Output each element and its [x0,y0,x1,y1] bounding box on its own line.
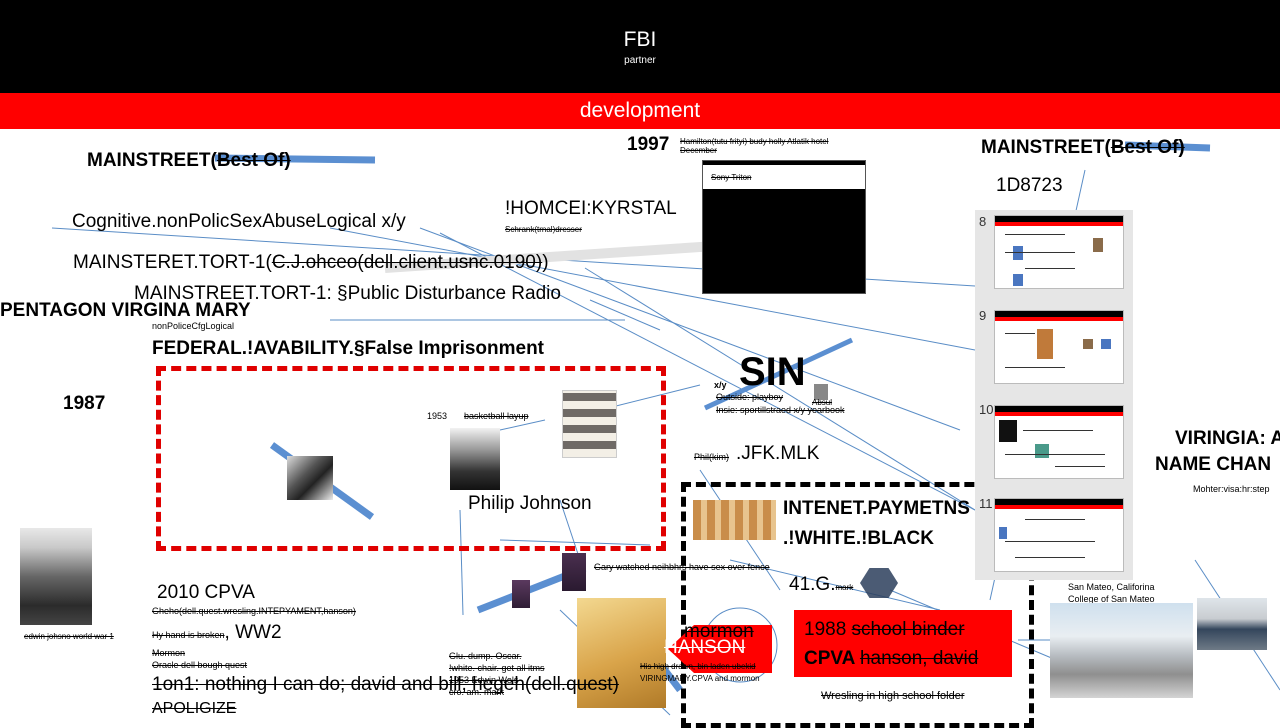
slide-number-9: 9 [979,308,987,323]
mormon-big-text: mormon [684,621,754,642]
development-label: development [579,99,701,122]
slide-number-8: 8 [979,214,987,229]
oracle-note: Oracle dell bough quest [152,660,248,670]
red-dashed-box [156,366,666,551]
header-title: FBI [623,28,657,51]
name-change-text: NAME CHAN [1155,454,1272,475]
schrank-note: Schrank(trnal)dresser [505,225,582,234]
g41-mark: mark [835,583,854,592]
mainstreet-right-heading: MAINSTREET(Best Of) [981,137,1185,159]
one-on-one-text: 1on1: nothing I can do; david and bill, … [152,674,619,695]
mainstreet-right-text: MAINSTREET( [981,137,1111,158]
slide-number-10: 10 [979,402,994,417]
cpva-label: CPVA [804,648,860,669]
hanson-text: HANSON [664,637,746,658]
tort1-a-label: MAINSTERET.TORT-1( [73,252,272,273]
hanson-david-strike: hanson, david [859,648,979,669]
year-1997: 1997 [627,134,670,155]
basketball-note: basketball layup [464,411,529,421]
mainstreet-left-strike: Best Of) [216,150,291,171]
homcei-text: !HOMCEI:KYRSTAL [505,198,677,219]
car-photo [1197,598,1267,650]
pentagon-text: PENTAGON VIRGINA MARY [0,300,251,321]
video-title-bar: Sony Triton [703,165,865,189]
apoligize-text: APOLIGIZE [152,700,237,717]
guitarist-photo [562,553,586,591]
slide-thumbnail-10[interactable] [994,405,1124,479]
code-1d8723: 1D8723 [996,175,1063,196]
edwin-caption: edwin johsno world war 1 [24,632,114,641]
tort1-b-text: MAINSTREET.TORT-1: §Public Disturbance R… [134,283,561,304]
header-subtitle: partner [624,55,656,66]
white-chair-note: !white. chair. get all itms [449,663,545,673]
sin-text: SIN [739,350,806,394]
slide-thumbnail-9[interactable] [994,310,1124,384]
wresling-note: Wresling in high school folder [821,690,965,702]
gheho-note: Gheho(dell.quest.wresling.INTEPYAMENT,ha… [152,606,356,616]
slide-number-11: 11 [979,496,993,511]
sony-triton-label: Sony Triton [711,173,752,182]
mohter-note: Mohter:visa:hr:step [1193,484,1270,494]
absul-photo [814,384,828,400]
intenet-payments-text: INTENET.PAYMETNS [783,498,970,519]
mainstreet-right-strike: Best Of) [1110,137,1185,158]
college-photo [1050,603,1193,698]
portrait-photo [287,456,333,500]
insie-note: Insie: sportillstraed x/y yearbook [716,405,845,415]
outside-note: Outside: playboy [716,392,784,402]
philip-johnson-label: Philip Johnson [468,493,592,514]
san-mateo-line2: College of San Mateo [1068,594,1155,604]
gary-note: Gary watched neihbhrs have sex over fenc… [594,562,770,572]
hand-broken-note: Hy hand is broken [152,630,225,640]
header-bar: FBI partner [0,0,1280,93]
g41-label: 41.G. [789,574,836,595]
mainstreet-left-heading: MAINSTREET(Best Of) [87,150,291,172]
san-mateo-line1: San Mateo, Califorina [1068,582,1155,592]
edwin-1953-note: 1953 Edwin Wels [449,675,519,685]
phil-kim-note: Phil(kim) [694,452,729,462]
jfk-mlk-text: .JFK.MLK [736,443,820,464]
school-binder-strike: school binder [851,619,965,640]
hamilton-note: Hamilton(tutu frityi) budy holly Atlatik… [680,137,829,146]
cpva-2010-text: 2010 CPVA [157,582,255,603]
small-figure-photo [512,580,530,608]
tort1-a-end: ) [542,252,549,273]
tort1-a-text: MAINSTERET.TORT-1(C.J.ohceo(dell.client.… [73,252,549,274]
cpva-line: CPVA hanson, david [804,648,978,670]
ww2-text: , WW2 [224,622,282,643]
yearbook-cover-photo [577,598,666,708]
soldier-portrait-photo [20,528,92,625]
white-black-text: .!WHITE.!BLACK [783,528,934,549]
slide-thumbnail-11[interactable] [994,498,1124,572]
year-1987: 1987 [63,393,106,414]
development-bar: development [0,93,1280,129]
december-note: December [680,146,717,155]
slide-thumbnail-8[interactable] [994,215,1124,289]
viringmary-note: VIRINGMARY.CPVA and mormon [640,674,760,683]
cognitive-text: Cognitive.nonPolicSexAbuseLogical x/y [72,211,406,232]
video-frame[interactable]: Sony Triton [702,160,866,294]
yearbook-photo [562,390,617,458]
nonpolice-text: nonPoliceCfgLogical [152,321,235,331]
photo-year-1953: 1953 [427,411,448,421]
tort1-a-strike: C.J.ohceo(dell.client.usnc.0190) [271,252,543,273]
hand-broken-line: Hy hand is broken, WW2 [152,622,282,644]
federal-text: FEDERAL.!AVABILITY.§False Imprisonment [152,338,545,359]
year-1988: 1988 [804,619,852,640]
his-high-note: His high drawn, bin laden ubekid [640,662,756,671]
viringia-text: VIRINGIA: A [1175,428,1280,449]
photo-grid [693,500,776,540]
school-binder-box: 1988 school binder CPVA hanson, david [794,610,1012,677]
xy-text: x/y [714,380,727,390]
basketball-photo [450,428,500,490]
school-binder-line: 1988 school binder [804,619,965,641]
absul-label: Absul [812,398,833,407]
cro-note: cro. am. mark [449,687,505,697]
glu-note: Glu. dump. Oscar. [449,651,522,661]
mainstreet-left-text: MAINSTREET( [87,150,217,171]
mormon-small-note: Mormon [152,648,186,658]
g41-text: 41.G.mark [789,574,853,596]
